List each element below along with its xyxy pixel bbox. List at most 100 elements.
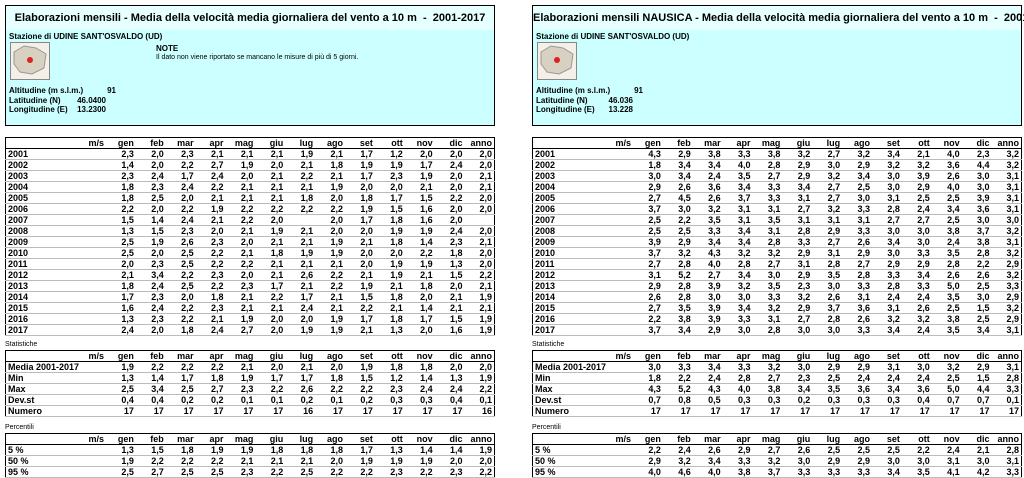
cell: 3,9 xyxy=(692,302,723,314)
cell: 3,8 xyxy=(662,313,693,325)
cell: 1,7 xyxy=(255,372,286,384)
cell: 2,0 xyxy=(255,313,286,325)
cell: 2,1 xyxy=(285,361,316,373)
cell: 2009 xyxy=(5,236,106,248)
header-cell: mar xyxy=(692,137,723,149)
cell: 2,5 xyxy=(961,313,992,325)
cell: 5,2 xyxy=(662,383,693,395)
cell: 16 xyxy=(464,405,495,417)
cell: 2,3 xyxy=(782,372,813,384)
cell: 2,3 xyxy=(961,148,992,160)
cell: 3,1 xyxy=(872,302,902,314)
data-row: 2017 2,4 2,0 1,8 2,4 2,7 2,0 1,9 1,9 2,1 1,3 2,0 1,6… xyxy=(5,324,495,336)
header-cell: giu xyxy=(782,137,813,149)
header-cell: apr xyxy=(722,350,753,362)
cell: 5,0 xyxy=(931,383,962,395)
header-row: m/s gen feb mar apr mag giu lug ago set ott nov dic a… xyxy=(5,137,495,149)
cell: 2,7 xyxy=(633,192,663,204)
cell: 2,0 xyxy=(404,148,435,160)
cell: 3,8 xyxy=(692,148,723,160)
cell: 3,1 xyxy=(872,192,902,204)
cell: 2,1 xyxy=(195,214,226,226)
cell: 17 xyxy=(842,405,872,417)
cell: 2,1 xyxy=(225,181,256,193)
cell: 1,6 xyxy=(434,324,465,336)
cell: 2,3 xyxy=(225,280,256,292)
cell: 2,2 xyxy=(255,291,286,303)
cell: 3,2 xyxy=(722,280,753,292)
header-cell: giu xyxy=(255,433,286,445)
cell: 3,3 xyxy=(752,181,783,193)
cell: 1,9 xyxy=(315,313,345,325)
cell: 2,8 xyxy=(961,247,992,259)
cell: 1,8 xyxy=(374,361,405,373)
cell: Max xyxy=(532,383,633,395)
cell: 2,0 xyxy=(434,148,465,160)
cell: 3,1 xyxy=(752,203,783,215)
cell: 3,7 xyxy=(633,203,663,215)
cell: 2,2 xyxy=(225,258,256,270)
header-cell: ott xyxy=(374,433,405,445)
cell: 2003 xyxy=(5,170,106,182)
cell: 1,9 xyxy=(464,372,495,384)
cell: 3,5 xyxy=(812,269,843,281)
cell: 2,9 xyxy=(842,361,872,373)
cell: 17 xyxy=(165,405,196,417)
cell: 2,0 xyxy=(345,247,375,259)
cell: 3,5 xyxy=(931,324,962,336)
cell: 3,0 xyxy=(901,455,932,467)
header-cell: mag xyxy=(225,137,256,149)
cell: 2,6 xyxy=(842,236,872,248)
cell: 3,4 xyxy=(872,148,902,160)
cell: 2,0 xyxy=(464,148,495,160)
cell: 2,7 xyxy=(812,181,843,193)
cell: 2,1 xyxy=(285,258,316,270)
cell: 2,2 xyxy=(195,280,226,292)
cell: 2,1 xyxy=(225,225,256,237)
data-row: 2007 2,5 2,2 3,5 3,1 3,5 3,1 3,1 3,1 2,7 2,7 2,5 3,0… xyxy=(532,214,1022,226)
data-row: 2012 2,1 3,4 2,2 2,3 2,0 2,1 2,6 2,2 2,1 1,9 2,1 1,5… xyxy=(5,269,495,281)
cell: 2,7 xyxy=(812,236,843,248)
cell: 3,0 xyxy=(782,324,813,336)
cell: 1,8 xyxy=(434,247,465,259)
cell: 2,1 xyxy=(255,236,286,248)
cell: 17 xyxy=(195,405,226,417)
cell: 3,2 xyxy=(842,148,872,160)
cell: 2,8 xyxy=(662,291,693,303)
cell: 2,1 xyxy=(255,302,286,314)
cell: 4,3 xyxy=(633,383,663,395)
cell: 2,0 xyxy=(225,170,256,182)
cell: 2,9 xyxy=(961,361,992,373)
cell: 2,2 xyxy=(345,302,375,314)
cell: 2,0 xyxy=(315,455,345,467)
cell: 2,0 xyxy=(135,247,166,259)
cell: 1,8 xyxy=(633,372,663,384)
cell: 17 xyxy=(135,405,166,417)
cell: 2,9 xyxy=(872,258,902,270)
cell: 1,9 xyxy=(374,159,405,171)
cell: 3,1 xyxy=(991,181,1022,193)
data-row: 95 % 4,0 4,6 4,0 3,8 3,7 3,3 3,3 3,3 3,4 3,5 4,1 4,2… xyxy=(532,466,1022,478)
cell: 2,3 xyxy=(225,383,256,395)
cell: 2,8 xyxy=(722,258,753,270)
cell: 3,3 xyxy=(991,383,1022,395)
cell: 3,4 xyxy=(692,455,723,467)
cell: 2,0 xyxy=(464,159,495,171)
header-cell: m/s xyxy=(532,137,633,149)
cell: 2,0 xyxy=(135,324,166,336)
cell: 2006 xyxy=(5,203,106,215)
cell: 3,1 xyxy=(722,203,753,215)
cell: 3,4 xyxy=(662,159,693,171)
data-row: 2011 2,0 2,3 2,5 2,2 2,2 2,1 2,1 2,1 2,0 1,9 1,9 1,3… xyxy=(5,258,495,270)
cell: 3,2 xyxy=(812,203,843,215)
data-row: Media 2001-2017 3,0 3,3 3,4 3,3 3,2 3,0 2,9 2,9 3… xyxy=(532,361,1022,373)
cell: 1,5 xyxy=(135,225,166,237)
cell: 2,1 xyxy=(195,313,226,325)
cell: Numero xyxy=(532,405,633,417)
cell: 3,1 xyxy=(931,455,962,467)
header-cell: ott xyxy=(374,350,405,362)
cell: 1,9 xyxy=(464,291,495,303)
cell: 2,0 xyxy=(255,214,286,226)
cell: 1,9 xyxy=(285,148,316,160)
